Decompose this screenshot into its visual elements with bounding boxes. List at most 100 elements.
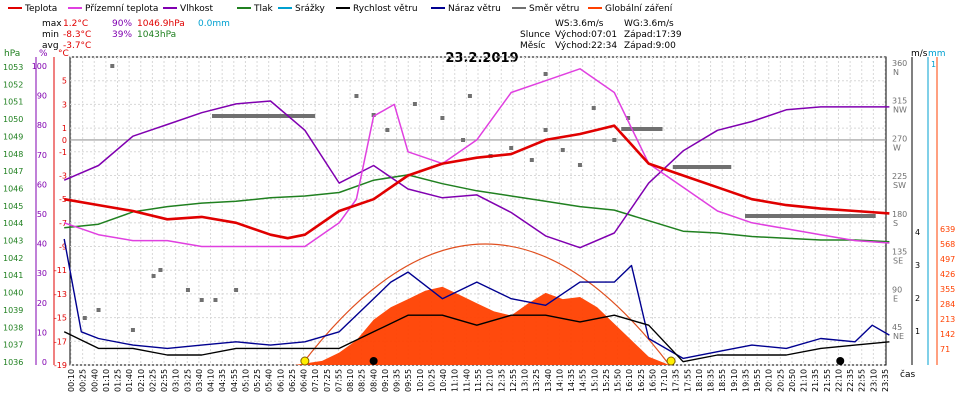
pressure-tick: 1036 bbox=[3, 358, 23, 367]
x-tick-label: 10:25 bbox=[427, 369, 436, 392]
pressure-tick: 1050 bbox=[3, 115, 23, 124]
x-tick-label: 22:10 bbox=[834, 369, 843, 392]
x-tick-label: 04:10 bbox=[207, 369, 216, 392]
unit-deg: °C bbox=[58, 49, 69, 59]
x-tick-label: 18:55 bbox=[718, 369, 727, 392]
wind-dir-tick-label: SE bbox=[893, 257, 903, 266]
x-tick-label: 06:40 bbox=[300, 369, 309, 392]
pressure-tick: 1039 bbox=[3, 306, 23, 315]
temperature-tick: -1 bbox=[59, 148, 67, 157]
x-tick-label: 14:35 bbox=[567, 369, 576, 392]
x-tick-label: 09:35 bbox=[393, 369, 402, 392]
x-tick-label: 13:25 bbox=[532, 369, 541, 392]
humidity-tick: 90 bbox=[37, 92, 47, 101]
x-tick-label: 19:55 bbox=[753, 369, 762, 392]
x-tick-label: 20:25 bbox=[776, 369, 785, 392]
rain-tick: 1 bbox=[931, 60, 936, 69]
humidity-tick: 30 bbox=[37, 269, 47, 278]
radiation-tick: 568 bbox=[940, 240, 955, 249]
info-moonset: Západ:9:00 bbox=[624, 41, 676, 51]
x-tick-label: 21:55 bbox=[823, 369, 832, 392]
temperature-tick: -19 bbox=[54, 361, 67, 370]
series-n-raz-v-tru bbox=[63, 238, 890, 360]
series-tlak bbox=[64, 174, 890, 243]
radiation-max-arc bbox=[300, 243, 670, 366]
humidity-tick: 0 bbox=[42, 358, 47, 367]
x-tick-label: 04:55 bbox=[230, 369, 239, 392]
unit-hpa: hPa bbox=[4, 49, 20, 59]
stat-max-rain: 0.0mm bbox=[198, 19, 230, 29]
x-tick-label: 17:35 bbox=[672, 369, 681, 392]
legend: Teplota Přízemní teplota Vlhkost Tlak Srážky… bbox=[8, 4, 673, 14]
x-axis-label: čas bbox=[900, 369, 915, 380]
unit-ms: m/s bbox=[911, 49, 928, 59]
radiation-tick: 497 bbox=[940, 255, 955, 264]
x-tick-label: 01:40 bbox=[125, 369, 134, 392]
x-tick-label: 08:10 bbox=[346, 369, 355, 392]
wind-direction-point bbox=[509, 146, 514, 150]
radiation-tick: 213 bbox=[940, 315, 955, 324]
pressure-tick: 1046 bbox=[3, 184, 23, 193]
wind-dir-tick-label: S bbox=[893, 219, 898, 228]
humidity-tick: 70 bbox=[37, 151, 47, 160]
stat-avg-label: avg bbox=[42, 41, 59, 51]
x-tick-label: 23:35 bbox=[881, 369, 890, 392]
x-tick-label: 22:55 bbox=[858, 369, 867, 392]
pressure-tick: 1051 bbox=[3, 98, 23, 107]
wind-dir-tick: 270 bbox=[892, 134, 907, 143]
info-ws: WS:3.6m/s bbox=[555, 19, 604, 29]
chart-title: 23.2.2019 bbox=[445, 51, 518, 66]
wind-dir-tick: 360 bbox=[892, 59, 907, 68]
radiation-tick: 355 bbox=[940, 285, 955, 294]
legend-entry: Náraz větru bbox=[448, 4, 501, 14]
x-tick-label: 09:55 bbox=[404, 369, 413, 392]
wind-direction-point bbox=[385, 128, 390, 132]
wind-direction-point bbox=[354, 94, 359, 98]
series-teplota bbox=[63, 124, 890, 240]
stat-min-temp: -8.3°C bbox=[63, 30, 91, 40]
wind-dir-tick-label: NW bbox=[893, 106, 907, 115]
wind-direction-point bbox=[130, 328, 135, 332]
legend-entry: Tlak bbox=[253, 4, 274, 14]
stat-min-label: min bbox=[42, 30, 59, 40]
x-tick-label: 06:10 bbox=[276, 369, 285, 392]
wind-direction-point bbox=[96, 308, 101, 312]
legend-entry: Vlhkost bbox=[180, 4, 213, 14]
pressure-tick: 1048 bbox=[3, 150, 23, 159]
moonset-marker bbox=[369, 357, 378, 365]
x-tick-label: 19:35 bbox=[741, 369, 750, 392]
wind-dir-tick: 225 bbox=[892, 172, 907, 181]
x-tick-label: 04:35 bbox=[218, 369, 227, 392]
info-moonrise: Východ:22:34 bbox=[555, 41, 617, 51]
x-tick-label: 03:40 bbox=[195, 369, 204, 392]
unit-pct: % bbox=[39, 49, 48, 59]
temperature-tick: -7 bbox=[59, 219, 67, 228]
x-tick-label: 05:40 bbox=[265, 369, 274, 392]
sunset-marker bbox=[666, 356, 676, 366]
wind-speed-tick: 2 bbox=[915, 294, 920, 303]
x-tick-label: 18:35 bbox=[707, 369, 716, 392]
x-tick-label: 07:10 bbox=[311, 369, 320, 392]
wind-direction-point bbox=[543, 128, 548, 132]
pressure-tick: 1042 bbox=[3, 254, 23, 263]
wind-dir-tick-label: E bbox=[893, 294, 898, 303]
wind-direction-point bbox=[440, 116, 445, 120]
wind-direction-point bbox=[626, 116, 631, 120]
wind-dir-tick-label: SW bbox=[893, 181, 906, 190]
wind-direction-point bbox=[371, 113, 376, 117]
wind-direction-point bbox=[577, 163, 582, 167]
wind-direction-point bbox=[151, 274, 156, 278]
legend-entry: Rychlost větru bbox=[353, 4, 418, 14]
x-tick-label: 05:10 bbox=[241, 369, 250, 392]
legend-entry: Srážky bbox=[295, 4, 326, 14]
pressure-tick: 1041 bbox=[3, 271, 23, 280]
wind-direction-point bbox=[213, 298, 218, 302]
x-tick-label: 12:55 bbox=[509, 369, 518, 392]
wind-direction-point bbox=[412, 102, 417, 106]
series-vlhkost bbox=[63, 100, 890, 249]
x-tick-label: 06:25 bbox=[288, 369, 297, 392]
x-tick-label: 05:25 bbox=[253, 369, 262, 392]
temperature-tick: -17 bbox=[54, 337, 67, 346]
unit-mm: mm bbox=[928, 49, 946, 59]
